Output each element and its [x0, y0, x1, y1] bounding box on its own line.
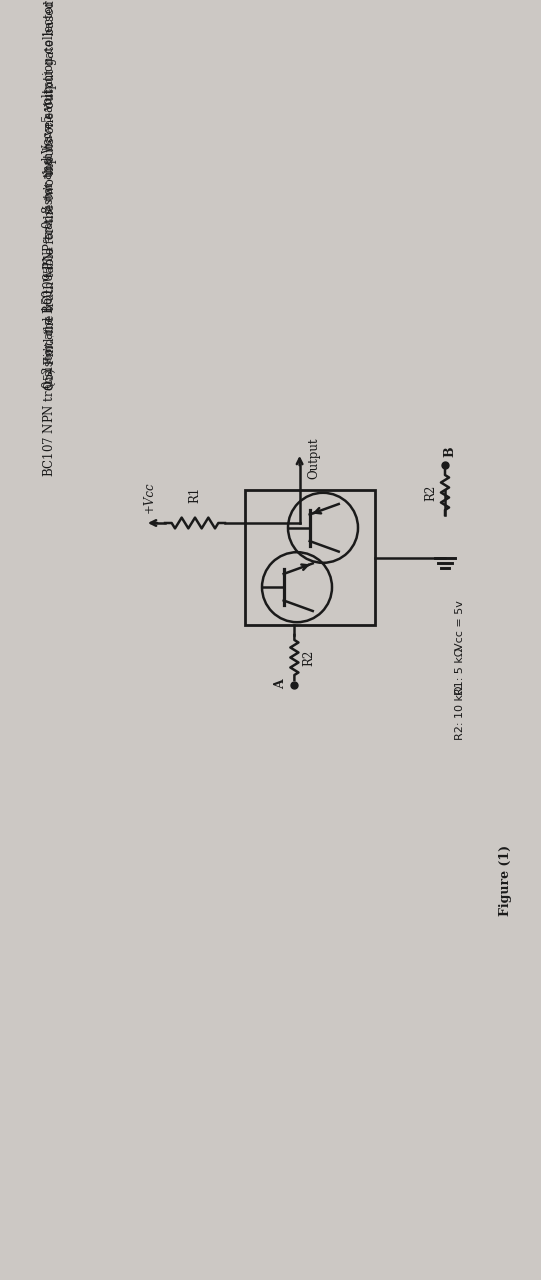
Text: Q5) Find the truth table for the two inputs-one output gate based on (RTL) famil: Q5) Find the truth table for the two inp… [44, 0, 57, 390]
Text: Vcc = 5v: Vcc = 5v [455, 600, 465, 650]
Text: R1: 5 kΩ: R1: 5 kΩ [455, 648, 465, 695]
Text: A: A [274, 680, 287, 689]
Text: BC107 NPN transistor and BC109 PNP transistor that have saturation collector cur: BC107 NPN transistor and BC109 PNP trans… [41, 0, 57, 477]
Text: R2: R2 [302, 649, 315, 666]
Text: Figure (1): Figure (1) [498, 845, 511, 915]
Text: R1: R1 [188, 486, 201, 503]
Text: R2: R2 [425, 484, 438, 500]
Text: R2: 10 kΩ: R2: 10 kΩ [455, 686, 465, 740]
Text: B: B [444, 447, 457, 457]
Text: 0. 2 $volt$, $\beta$ = 150, $VBE_{sat}$ = 0. 8 $volt$ and Vcc=5 volt.: 0. 2 $volt$, $\beta$ = 150, $VBE_{sat}$ … [41, 84, 57, 389]
Bar [245, 490, 375, 625]
Text: +Vcc: +Vcc [142, 481, 155, 513]
Text: Output: Output [308, 438, 321, 479]
